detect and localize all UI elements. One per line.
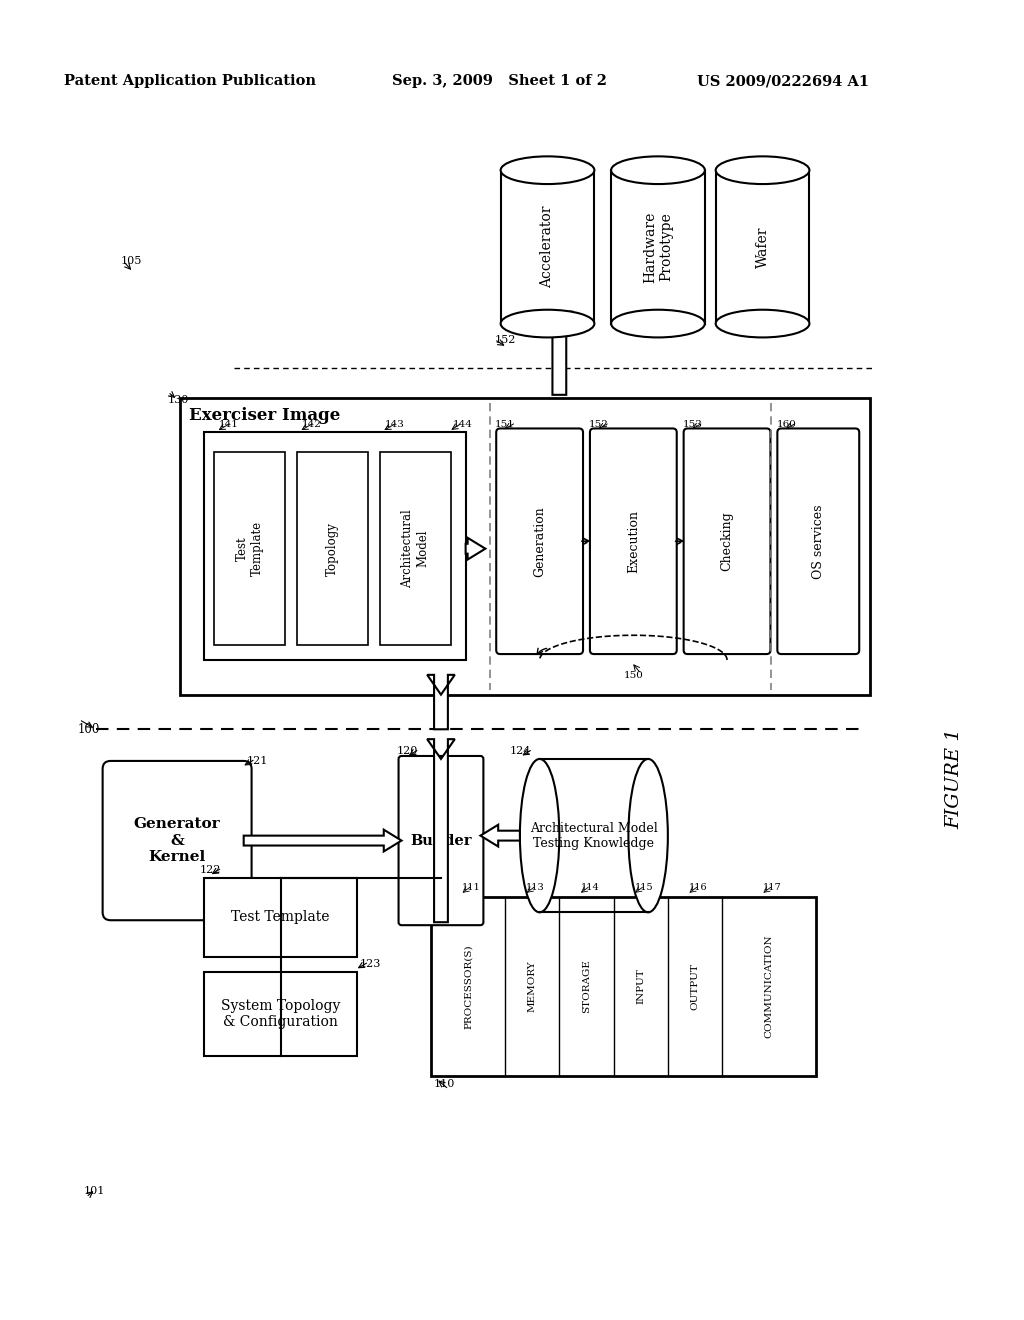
Ellipse shape [520,759,559,912]
FancyBboxPatch shape [684,429,770,655]
Text: 111: 111 [462,883,481,891]
Bar [204,878,357,957]
Polygon shape [427,675,455,729]
Text: 142: 142 [302,421,322,429]
Bar [179,397,870,694]
Text: 152: 152 [495,335,516,346]
Bar [716,170,809,323]
FancyBboxPatch shape [398,756,483,925]
Text: Generation: Generation [534,506,546,577]
FancyBboxPatch shape [102,760,252,920]
Bar [540,759,648,912]
Polygon shape [546,312,573,395]
Text: Generator
&
Kernel: Generator & Kernel [134,817,220,863]
Text: 152: 152 [589,421,609,429]
Text: Test
Template: Test Template [236,521,263,577]
Text: Checking: Checking [721,511,733,572]
Text: Architectural
Model: Architectural Model [401,510,429,587]
Text: 121: 121 [247,756,268,766]
Ellipse shape [501,156,594,183]
Text: Architectural Model
Testing Knowledge: Architectural Model Testing Knowledge [530,821,657,850]
Bar [611,170,705,323]
Text: 105: 105 [121,256,141,267]
Text: INPUT: INPUT [636,969,645,1005]
Ellipse shape [716,310,809,338]
Text: 100: 100 [78,723,100,735]
Bar [214,453,285,645]
Text: OS services: OS services [812,504,824,578]
Ellipse shape [611,310,705,338]
Text: 122: 122 [200,865,221,875]
Text: 160: 160 [776,421,797,429]
Text: 153: 153 [683,421,702,429]
FancyBboxPatch shape [590,429,677,655]
Bar [501,170,594,323]
Text: COMMUNICATION: COMMUNICATION [765,935,773,1039]
Text: PROCESSOR(S): PROCESSOR(S) [464,944,473,1028]
Text: STORAGE: STORAGE [582,960,591,1014]
Text: Accelerator: Accelerator [541,206,555,288]
FancyBboxPatch shape [497,429,583,655]
Text: Exerciser Image: Exerciser Image [189,407,341,424]
Text: 173: 173 [767,157,787,168]
Text: 171: 171 [552,157,572,168]
Text: Builder: Builder [411,833,472,847]
Text: Sep. 3, 2009   Sheet 1 of 2: Sep. 3, 2009 Sheet 1 of 2 [391,74,606,88]
Text: 115: 115 [635,883,653,891]
Text: 110: 110 [434,1080,456,1089]
Text: 150: 150 [624,671,643,680]
Bar [380,453,451,645]
Text: 113: 113 [526,883,545,891]
Text: Wafer: Wafer [756,226,770,268]
Bar [204,433,466,660]
Bar [431,898,816,1076]
Polygon shape [466,537,485,560]
Text: 143: 143 [385,421,404,429]
Text: MEMORY: MEMORY [527,961,537,1012]
Text: 120: 120 [396,746,418,756]
Text: US 2009/0222694 A1: US 2009/0222694 A1 [697,74,869,88]
Text: Topology: Topology [326,521,339,576]
Text: 130: 130 [168,395,189,405]
Text: 172: 172 [662,157,683,168]
Text: 117: 117 [763,883,781,891]
Bar [204,972,357,1056]
Polygon shape [480,825,520,846]
Text: Test Template: Test Template [231,911,330,924]
Ellipse shape [611,156,705,183]
Text: Execution: Execution [627,510,640,573]
Polygon shape [244,830,401,851]
Text: Patent Application Publication: Patent Application Publication [65,74,316,88]
Text: System Topology
& Configuration: System Topology & Configuration [221,999,340,1028]
Text: 141: 141 [219,421,239,429]
Text: 123: 123 [360,958,382,969]
Text: Hardware
Prototype: Hardware Prototype [643,211,673,282]
Text: 151: 151 [496,421,515,429]
Polygon shape [427,739,455,923]
Text: 144: 144 [453,421,473,429]
Text: OUTPUT: OUTPUT [690,964,699,1010]
Text: 114: 114 [581,883,599,891]
Text: 101: 101 [84,1187,105,1196]
Text: 116: 116 [689,883,708,891]
Bar [297,453,368,645]
Ellipse shape [629,759,668,912]
Ellipse shape [501,310,594,338]
Ellipse shape [716,156,809,183]
Text: FIGURE 1: FIGURE 1 [945,729,963,829]
Text: 124: 124 [510,746,531,756]
FancyBboxPatch shape [777,429,859,655]
